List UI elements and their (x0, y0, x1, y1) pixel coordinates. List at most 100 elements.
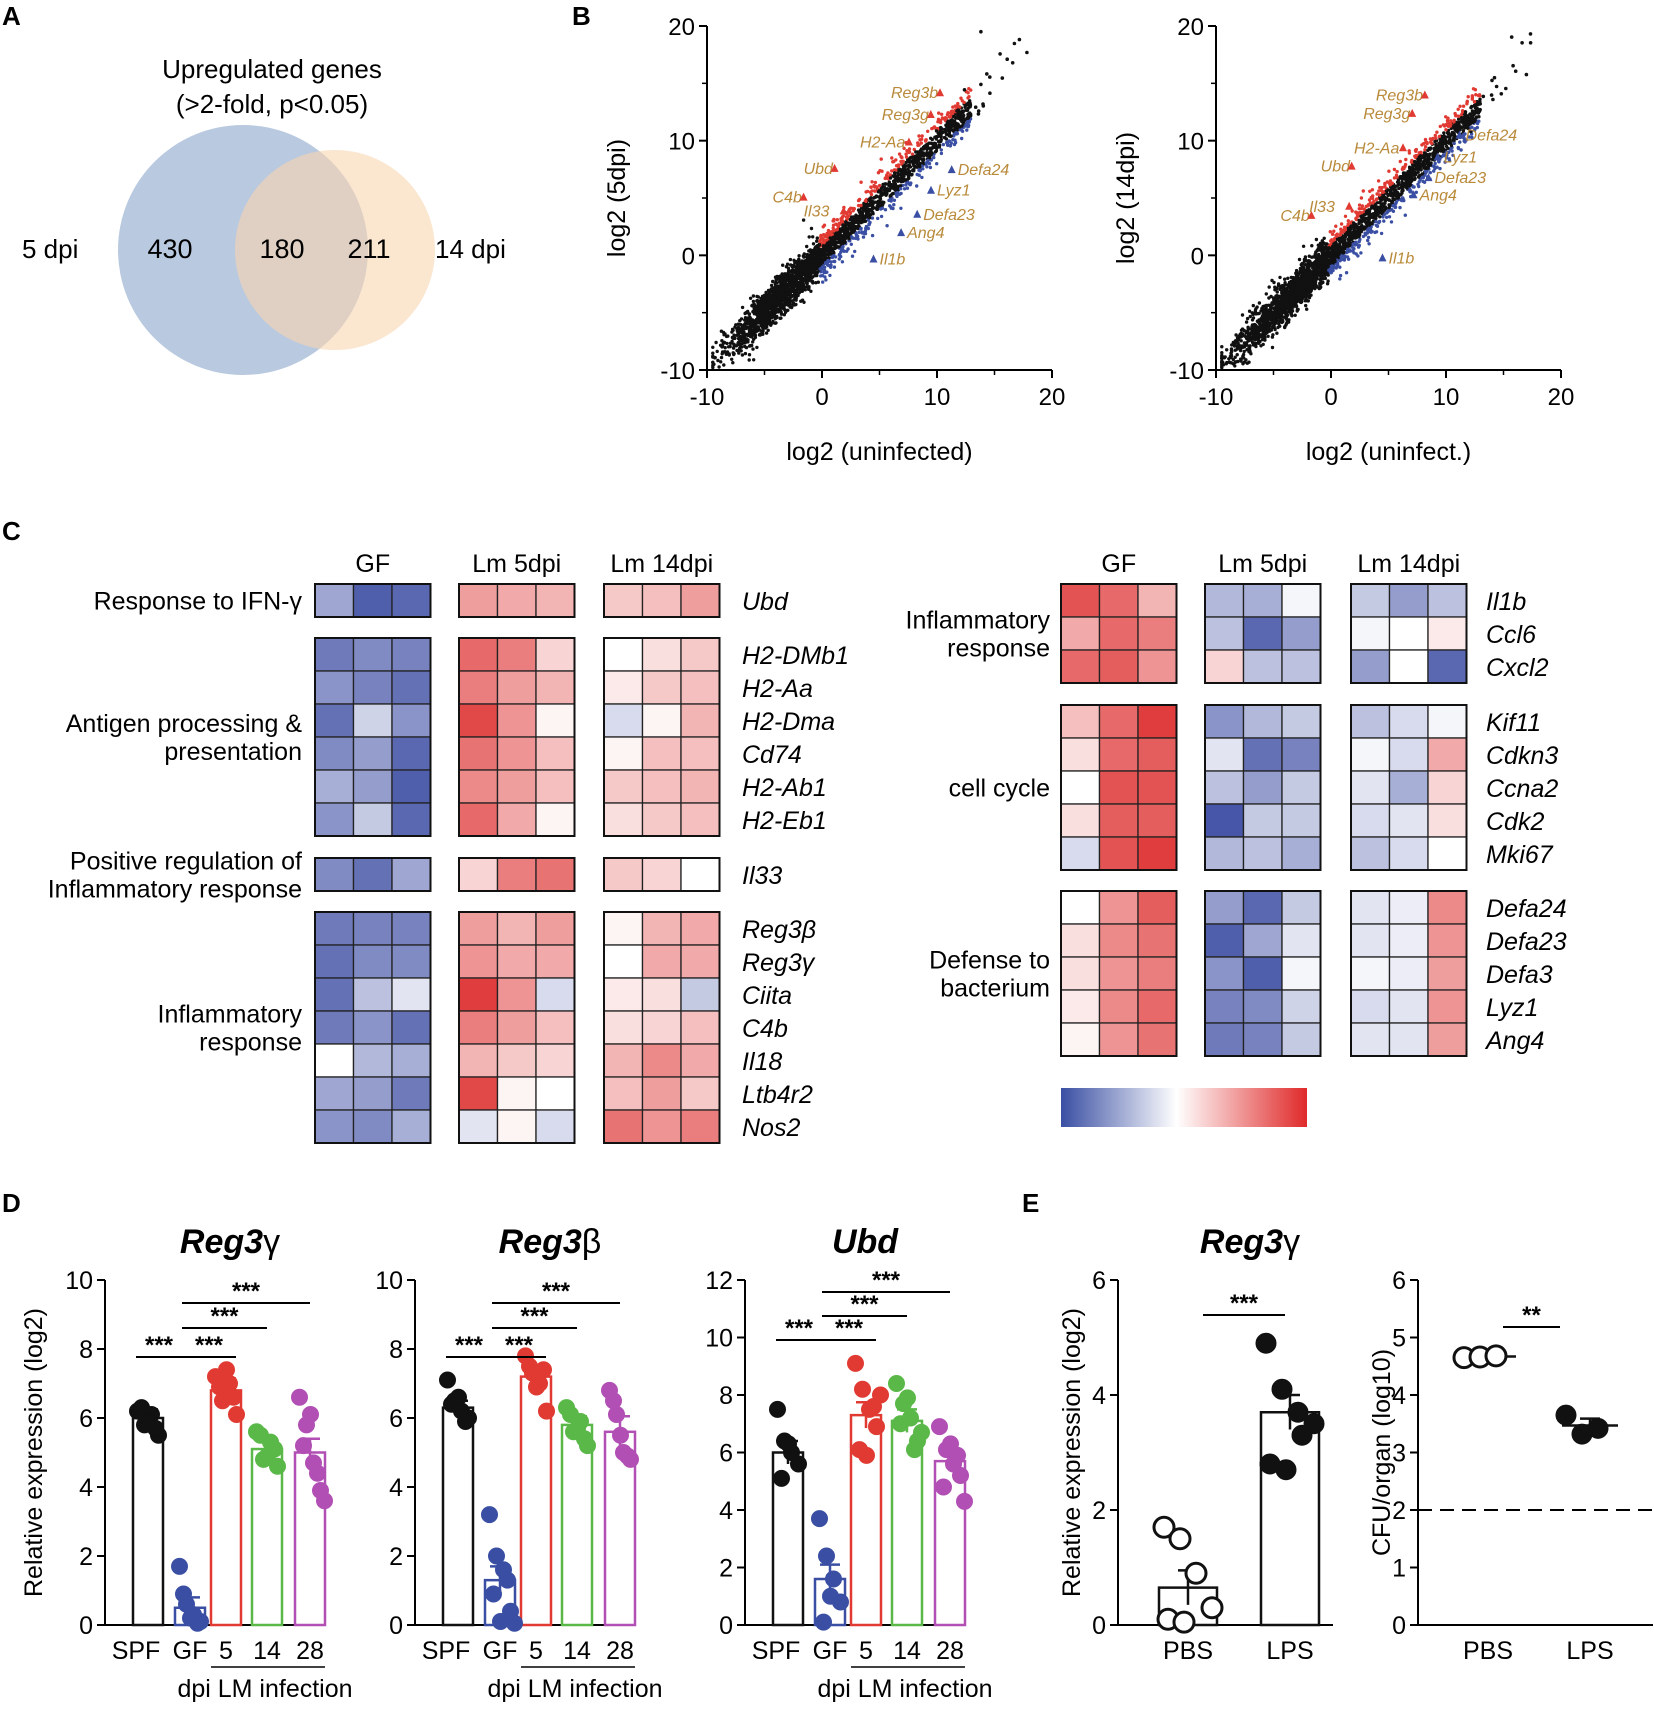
scatter-point (796, 259, 801, 263)
scatter-point (1367, 203, 1371, 207)
scatter-point (1261, 304, 1265, 309)
scatter-point (814, 259, 818, 264)
scatter-point (755, 345, 759, 350)
gene-label: Reg3b (891, 85, 938, 102)
scatter-point (906, 159, 910, 164)
scatter-point (1323, 276, 1328, 281)
scatter-point (818, 267, 822, 271)
scatter-point (1335, 237, 1340, 241)
scatter-point (1389, 220, 1394, 224)
scatter-point (954, 121, 958, 126)
scatter-point (1339, 227, 1343, 231)
scatter-point (735, 348, 739, 353)
scatter-point (1261, 313, 1266, 318)
scatter-point (785, 308, 789, 313)
scatter-point (751, 310, 755, 314)
scatter-point (1357, 239, 1361, 244)
scatter-point (849, 228, 853, 232)
scatter-point (973, 105, 978, 109)
scatter-point (859, 180, 863, 184)
scatter-point (899, 206, 903, 210)
scatter-point (907, 165, 911, 169)
scatter-point (933, 141, 938, 146)
scatter-point (1470, 94, 1475, 98)
scatter-point (725, 341, 729, 346)
scatter-point (1449, 119, 1453, 123)
venn-right-label: 14 dpi (435, 234, 506, 264)
scatter-point (888, 176, 893, 180)
scatter-point (867, 223, 871, 227)
scatter-point (851, 223, 855, 227)
scatter-point (916, 143, 920, 147)
scatter-point (770, 321, 774, 325)
scatter-point (768, 303, 772, 307)
scatter-point (714, 340, 718, 345)
scatter-point (800, 272, 804, 277)
scatter-point (1300, 264, 1305, 268)
scatter-point (1366, 238, 1370, 243)
scatter-point (773, 282, 777, 286)
scatter-point (821, 244, 826, 248)
scatter-point (895, 184, 899, 188)
scatter-point (771, 279, 775, 284)
scatter-point (1289, 275, 1294, 280)
scatter-point (1387, 215, 1392, 219)
scatter-point (879, 214, 884, 219)
scatter-point (851, 215, 856, 219)
scatter-point (831, 226, 835, 230)
scatter-point (889, 185, 893, 190)
venn-count-overlap: 180 (259, 234, 304, 264)
scatter-point (778, 316, 782, 320)
scatter-point (1331, 268, 1335, 273)
scatter-point (722, 363, 726, 367)
scatter-point (765, 308, 769, 312)
scatter-point (1235, 353, 1239, 357)
scatter-point (766, 328, 770, 332)
scatter-point (889, 199, 893, 203)
scatter-point (1277, 294, 1282, 298)
scatter-point (825, 231, 829, 236)
scatter-point (764, 331, 769, 335)
scatter-point (966, 96, 970, 100)
venn-circle-14dpi (235, 150, 435, 350)
scatter-point (740, 353, 745, 357)
scatter-point (807, 235, 811, 239)
scatter-point (1386, 193, 1390, 198)
scatter-point (852, 228, 857, 232)
venn-diagram: Upregulated genes (>2-fold, p<0.05) 5 dp… (22, 54, 506, 375)
scatter-point (1461, 104, 1466, 108)
scatter-point (1400, 180, 1404, 184)
scatter-point (731, 336, 735, 340)
scatter-point (1379, 198, 1383, 202)
scatter-point (1295, 307, 1300, 311)
scatter-point (1242, 341, 1247, 345)
scatter-point (751, 299, 756, 304)
scatter-point (1376, 179, 1381, 183)
scatter-point (890, 169, 894, 173)
scatter-point (1423, 148, 1427, 152)
scatter-point (905, 186, 910, 190)
scatter-point (727, 352, 731, 356)
scatter-point (842, 230, 846, 234)
gene-marker (869, 254, 878, 263)
scatter-point (788, 257, 793, 262)
scatter-point (1321, 259, 1326, 263)
scatter-point (1351, 249, 1355, 253)
scatter-point (1458, 140, 1462, 144)
scatter-point (841, 214, 846, 218)
scatter-point (831, 235, 835, 240)
scatter-point (900, 178, 905, 183)
x-tick-label: -10 (690, 384, 725, 411)
scatter-point (1447, 131, 1451, 136)
scatter-point (1402, 198, 1406, 203)
scatter-point (896, 164, 901, 169)
scatter-point (849, 242, 853, 246)
scatter-point (955, 115, 960, 120)
scatter-point (761, 306, 765, 310)
scatter-point (755, 326, 759, 330)
scatter-point (1245, 329, 1250, 334)
scatter-point (755, 319, 760, 323)
panel-letter-a: A (2, 1, 21, 31)
scatter-point (979, 29, 983, 34)
scatter-point (1307, 254, 1312, 258)
